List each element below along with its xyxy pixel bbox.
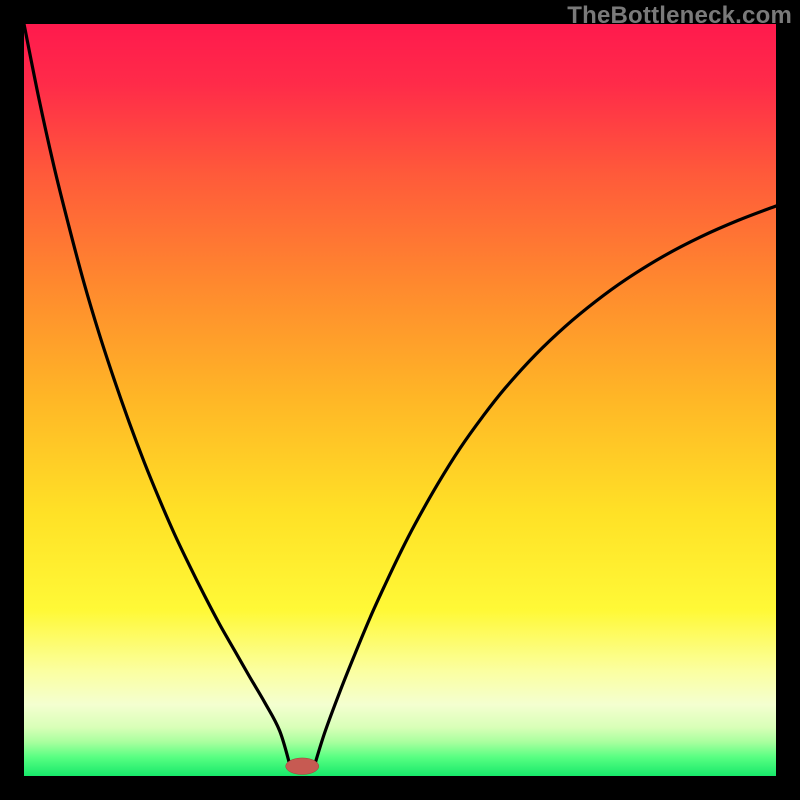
optimum-marker: [286, 758, 319, 775]
chart-frame: TheBottleneck.com: [0, 0, 800, 800]
bottleneck-chart: [0, 0, 800, 800]
gradient-background: [24, 24, 776, 776]
